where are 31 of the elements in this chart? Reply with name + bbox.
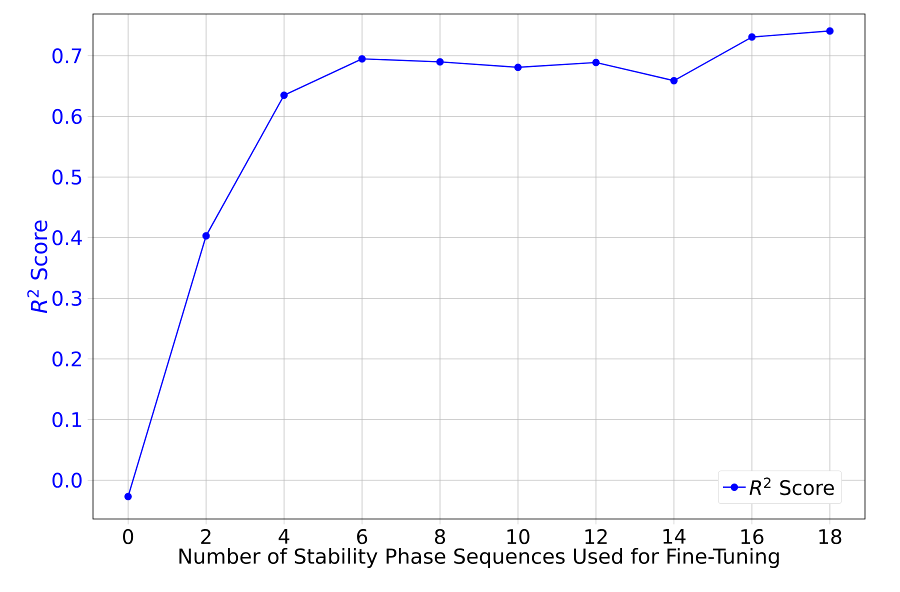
y-axis-title: R$^{2}$ Score: [27, 220, 48, 314]
x-tick-label: 16: [741, 529, 764, 544]
y-tick-label: 0.2: [52, 351, 81, 367]
point: [358, 55, 366, 63]
x-tick-label: 14: [663, 529, 686, 544]
y-tick-label: 0.3: [52, 290, 82, 306]
point: [670, 76, 678, 84]
x-tick-label: 12: [585, 529, 607, 544]
x-tick-label: 10: [507, 529, 530, 544]
point: [748, 33, 756, 41]
point: [124, 492, 132, 500]
y-tick-label: 0.5: [52, 170, 82, 185]
x-tick-label: 8: [435, 529, 446, 544]
x-tick-label: 2: [201, 529, 210, 544]
x-tick-label: 6: [357, 529, 368, 544]
y-tick-label: 0.7: [52, 48, 82, 64]
point: [436, 58, 444, 66]
y-tick-label: 0.1: [52, 412, 82, 428]
legend-label: R$^{2}$ Score: [750, 478, 834, 496]
y-tick-label: 0.4: [52, 230, 82, 246]
y-tick-label: 0.6: [52, 108, 82, 124]
point: [202, 232, 210, 240]
point: [826, 27, 834, 35]
point: [592, 58, 600, 66]
x-tick-label: 0: [123, 529, 134, 544]
x-tick-label: 4: [278, 529, 290, 544]
x-axis-title: Number of Stability Phase Sequences Used for Fine-Tuning: [179, 548, 779, 568]
x-tick-label: 18: [819, 529, 842, 544]
point: [514, 64, 522, 72]
point: [280, 91, 288, 99]
y-tick-label: 0.0: [52, 472, 82, 488]
